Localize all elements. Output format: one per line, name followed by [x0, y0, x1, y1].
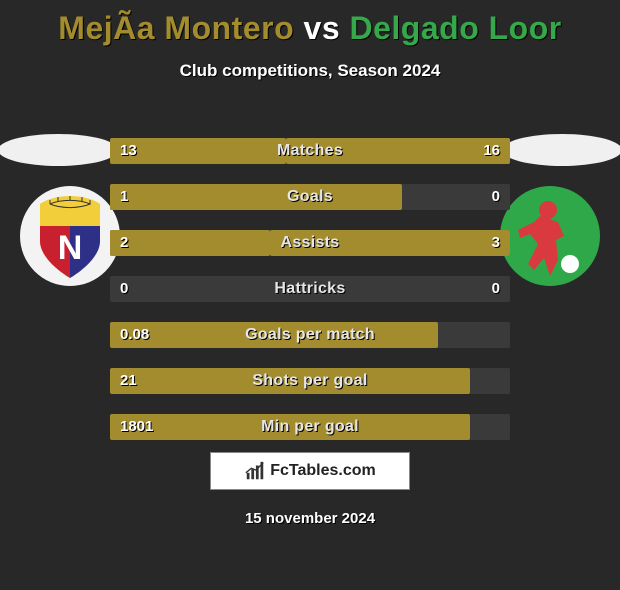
stat-value-right: 16: [483, 138, 500, 164]
stat-label: Assists: [110, 230, 510, 256]
stat-value-left: 1801: [120, 414, 153, 440]
footer-attribution: FcTables.com: [210, 452, 410, 490]
stat-row: Min per goal1801: [110, 414, 510, 440]
stat-label: Shots per goal: [110, 368, 510, 394]
stat-value-left: 0.08: [120, 322, 149, 348]
stat-row: Assists2 3: [110, 230, 510, 256]
stat-row: Goals per match0.08: [110, 322, 510, 348]
shield-icon: N: [20, 186, 120, 286]
svg-text:N: N: [58, 229, 83, 267]
club-badge-left: N: [20, 186, 120, 286]
stat-value-left: 21: [120, 368, 137, 394]
stat-value-left: 1: [120, 184, 128, 210]
ellipse-right: [502, 134, 620, 166]
stat-value-left: 0: [120, 276, 128, 302]
comparison-title: MejÃ­a Montero vs Delgado Loor: [0, 10, 620, 47]
stat-row: Goals1 0: [110, 184, 510, 210]
date-text: 15 november 2024: [0, 510, 620, 527]
subtitle: Club competitions, Season 2024: [0, 61, 620, 81]
vs-text: vs: [304, 10, 341, 46]
stat-row: Hattricks0 0: [110, 276, 510, 302]
stat-value-right: 0: [492, 184, 500, 210]
player1-name: MejÃ­a Montero: [58, 10, 294, 46]
player-icon: [500, 186, 600, 286]
club-badge-right: [500, 186, 600, 286]
stat-row: Shots per goal21: [110, 368, 510, 394]
stat-bars: Matches1316Goals10Assists23Hattricks00Go…: [110, 138, 510, 460]
stat-label: Hattricks: [110, 276, 510, 302]
footer-site: FcTables.com: [270, 462, 376, 480]
stat-label: Matches: [110, 138, 510, 164]
stat-row: Matches13 16: [110, 138, 510, 164]
chart-icon: [244, 460, 266, 482]
ellipse-left: [0, 134, 118, 166]
stat-label: Goals per match: [110, 322, 510, 348]
stat-label: Min per goal: [110, 414, 510, 440]
stat-value-right: 3: [492, 230, 500, 256]
stat-value-left: 13: [120, 138, 137, 164]
stat-value-left: 2: [120, 230, 128, 256]
player2-name: Delgado Loor: [350, 10, 562, 46]
stat-label: Goals: [110, 184, 510, 210]
stat-value-right: 0: [492, 276, 500, 302]
